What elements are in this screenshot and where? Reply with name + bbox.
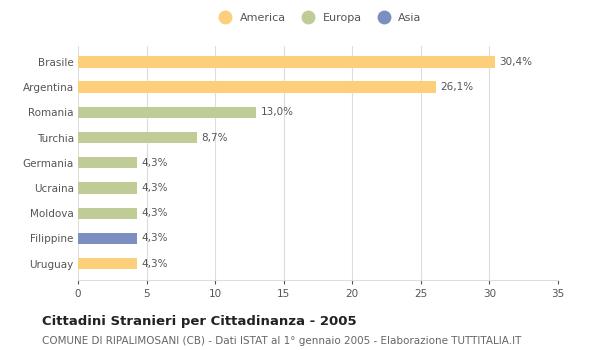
Bar xyxy=(78,56,495,68)
Bar xyxy=(78,107,256,118)
Legend: America, Europa, Asia: America, Europa, Asia xyxy=(210,9,426,28)
Text: 4,3%: 4,3% xyxy=(141,259,167,269)
Bar xyxy=(78,132,197,143)
Text: 4,3%: 4,3% xyxy=(141,183,167,193)
Bar xyxy=(78,233,137,244)
Bar xyxy=(78,208,137,219)
Text: 26,1%: 26,1% xyxy=(440,82,473,92)
Bar xyxy=(78,157,137,168)
Text: 4,3%: 4,3% xyxy=(141,233,167,244)
Bar xyxy=(78,182,137,194)
Text: 8,7%: 8,7% xyxy=(202,133,228,142)
Text: COMUNE DI RIPALIMOSANI (CB) - Dati ISTAT al 1° gennaio 2005 - Elaborazione TUTTI: COMUNE DI RIPALIMOSANI (CB) - Dati ISTAT… xyxy=(42,336,521,346)
Text: Cittadini Stranieri per Cittadinanza - 2005: Cittadini Stranieri per Cittadinanza - 2… xyxy=(42,315,356,328)
Bar xyxy=(78,258,137,270)
Bar xyxy=(78,82,436,93)
Text: 4,3%: 4,3% xyxy=(141,208,167,218)
Text: 13,0%: 13,0% xyxy=(260,107,293,117)
Text: 30,4%: 30,4% xyxy=(499,57,532,67)
Text: 4,3%: 4,3% xyxy=(141,158,167,168)
